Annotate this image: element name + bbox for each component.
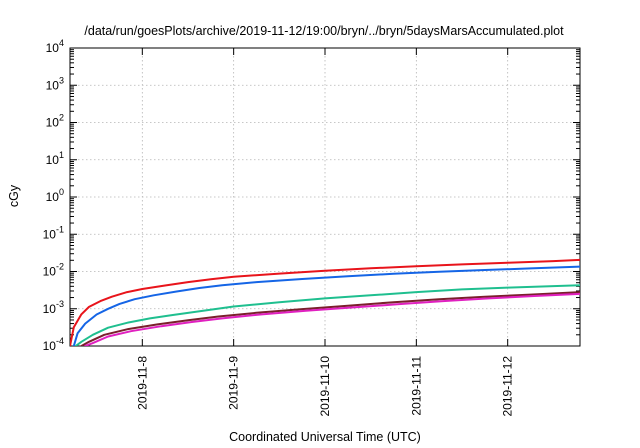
y-tick-label: 10-4 <box>43 336 64 353</box>
x-tick-label: 2019-11-9 <box>227 356 241 410</box>
y-axis-label: cGy <box>7 184 21 207</box>
y-axis: 10-4 10-3 10-2 10-1 100 101 102 103 104 <box>43 38 580 353</box>
y-tick-label: 102 <box>46 113 64 130</box>
y-tick-label: 103 <box>46 75 64 92</box>
y-tick-label: 104 <box>46 38 64 55</box>
x-tick-label: 2019-11-11 <box>409 356 423 416</box>
y-tick-label: 10-1 <box>43 224 64 241</box>
series-line-2 <box>72 265 580 346</box>
series-line-5 <box>84 292 580 346</box>
y-tick-label: 101 <box>46 150 64 167</box>
y-tick-label: 10-3 <box>43 299 64 316</box>
x-axis-label: Coordinated Universal Time (UTC) <box>229 430 421 444</box>
chart-title: /data/run/goesPlots/archive/2019-11-12/1… <box>84 24 564 38</box>
y-tick-label: 100 <box>46 187 64 204</box>
x-tick-label: 2019-11-8 <box>135 356 149 410</box>
x-axis: 2019-11-8 2019-11-9 2019-11-10 2019-11-11 20… <box>135 48 515 417</box>
x-tick-label: 2019-11-10 <box>318 356 332 417</box>
grid <box>70 48 580 346</box>
series-line-3 <box>74 284 580 346</box>
series-line-1 <box>70 258 580 346</box>
x-tick-label: 2019-11-12 <box>501 356 515 417</box>
y-tick-label: 10-2 <box>43 262 64 279</box>
series-line-4 <box>80 291 580 346</box>
series-group <box>70 258 580 346</box>
